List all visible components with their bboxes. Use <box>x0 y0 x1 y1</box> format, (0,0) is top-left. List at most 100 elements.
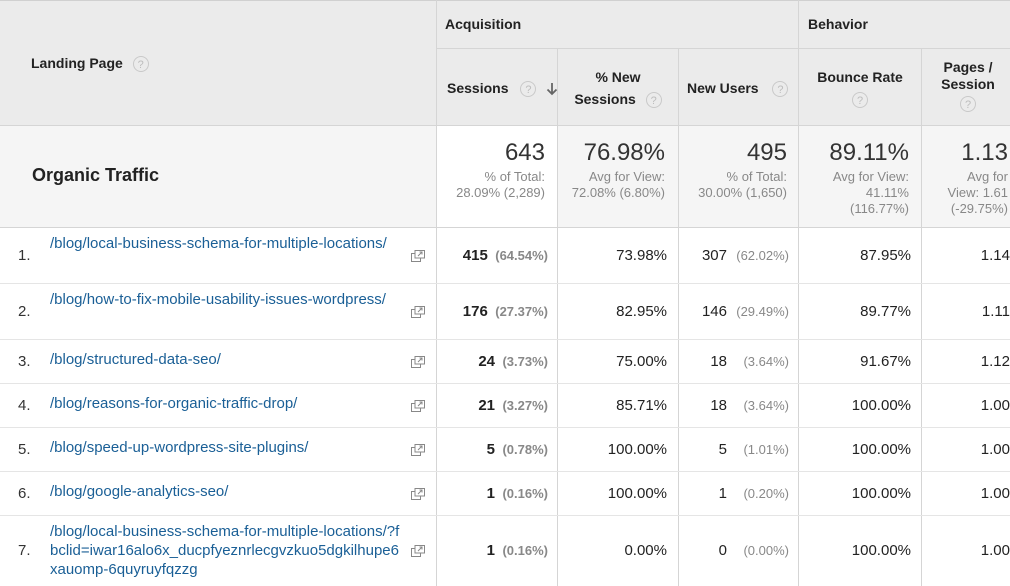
new-users-pct: (0.20%) <box>743 485 789 501</box>
pages-session-value: 1.00 <box>980 396 1010 414</box>
landing-page-header[interactable]: Landing Page ? <box>31 55 149 73</box>
sessions-pct: (0.78%) <box>502 441 548 457</box>
summary-bounce-sub: Avg for View: <box>832 169 909 184</box>
sessions-value: 5 <box>486 440 496 458</box>
sessions-pct: (3.27%) <box>502 397 548 413</box>
summary-sessions-highlight <box>437 125 557 227</box>
help-icon[interactable]: ? <box>645 92 662 109</box>
new-users-pct: (0.00%) <box>743 543 789 558</box>
row-divider <box>0 339 1010 340</box>
summary-pages-sub: View: 1.61 <box>947 185 1008 200</box>
summary-pages-value: 1.13 <box>961 139 1008 166</box>
landing-page-link[interactable]: /blog/google-analytics-seo/ <box>50 483 229 500</box>
help-icon[interactable]: ? <box>852 92 868 109</box>
sort-desc-arrow-icon[interactable] <box>546 82 558 96</box>
summary-sessions: 643 % of Total: 28.09% (2,289) <box>440 139 545 201</box>
pages-session-value: 1.14 <box>980 246 1010 264</box>
new-users-pct: (3.64%) <box>743 353 789 369</box>
new-users-pct: (3.64%) <box>743 397 789 413</box>
summary-new-users: 495 % of Total: 30.00% (1,650) <box>681 139 787 201</box>
row-divider <box>0 515 1010 516</box>
sessions-value: 176 <box>462 302 488 320</box>
pages-session-value: 1.00 <box>980 542 1010 559</box>
bounce-rate-value: 100.00% <box>851 396 911 414</box>
landing-page-link[interactable]: /blog/speed-up-wordpress-site-plugins/ <box>50 439 309 456</box>
pct-new-sessions-value: 85.71% <box>616 396 667 414</box>
open-in-new-window-icon[interactable] <box>411 399 425 412</box>
pct-new-sessions-value: 100.00% <box>607 484 667 502</box>
summary-sessions-sub: 28.09% (2,289) <box>456 185 545 200</box>
landing-page-link[interactable]: /blog/reasons-for-organic-traffic-drop/ <box>50 395 298 412</box>
sessions-cell: 415 (64.54%) <box>440 247 548 265</box>
col-divider <box>557 49 558 586</box>
sessions-cell: 1 (0.16%) <box>440 542 548 560</box>
sessions-cell: 5 (0.78%) <box>440 441 548 459</box>
summary-bounce-sub: 41.11% <box>865 185 909 200</box>
sessions-cell: 1 (0.16%) <box>440 485 548 503</box>
pages-session-header-line1: Pages / <box>943 59 993 75</box>
header-bottom-border <box>0 125 1010 126</box>
sessions-value: 1 <box>486 484 496 502</box>
pages-session-column-header[interactable]: Pages / Session ? <box>922 59 1010 113</box>
behavior-group-header: Behavior <box>808 16 868 32</box>
new-users-value: 18 <box>710 352 727 370</box>
landing-page-header-label: Landing Page <box>31 55 123 71</box>
sessions-column-header[interactable]: Sessions ? <box>447 80 558 98</box>
pct-new-sessions-value: 0.00% <box>624 542 667 559</box>
new-users-cell: 1 (0.20%) <box>681 485 789 503</box>
open-in-new-window-icon[interactable] <box>411 355 425 368</box>
landing-page-link[interactable]: /blog/local-business-schema-for-multiple… <box>50 235 387 252</box>
pages-session-value: 1.12 <box>980 352 1010 370</box>
acquisition-group-header: Acquisition <box>445 16 522 32</box>
sessions-value: 21 <box>478 396 496 414</box>
pct-new-sessions-header-line2: Sessions <box>574 91 636 107</box>
new-users-pct: (1.01%) <box>743 441 789 457</box>
landing-page-link[interactable]: /blog/how-to-fix-mobile-usability-issues… <box>50 291 386 308</box>
bounce-rate-value: 100.00% <box>851 484 911 502</box>
bounce-rate-value: 100.00% <box>851 440 911 458</box>
open-in-new-window-icon[interactable] <box>411 305 425 318</box>
pct-new-sessions-column-header[interactable]: % New Sessions ? <box>558 66 678 110</box>
landing-page-link[interactable]: /blog/structured-data-seo/ <box>50 351 221 368</box>
summary-pages-sub: (-29.75%) <box>950 201 1008 216</box>
landing-page-link[interactable]: /blog/local-business-schema-for-multiple… <box>50 523 400 578</box>
sessions-value: 415 <box>462 246 488 264</box>
help-icon[interactable]: ? <box>772 81 789 98</box>
row-rank: 1. <box>18 246 31 264</box>
new-users-value: 18 <box>710 396 727 414</box>
summary-new-users-value: 495 <box>746 139 787 166</box>
help-icon[interactable]: ? <box>960 96 976 113</box>
col-divider <box>678 49 679 586</box>
sessions-cell: 21 (3.27%) <box>440 397 548 415</box>
summary-pages: 1.13 Avg for View: 1.61 (-29.75%) <box>924 139 1008 217</box>
pages-session-value: 1.00 <box>980 484 1010 502</box>
new-users-cell: 0 (0.00%) <box>681 542 789 560</box>
pages-session-value: 1.00 <box>980 440 1010 458</box>
sessions-value: 1 <box>486 542 496 559</box>
new-users-column-header[interactable]: New Users ? <box>687 80 789 98</box>
row-rank: 3. <box>18 352 31 370</box>
row-rank: 7. <box>18 542 31 559</box>
summary-segment-label: Organic Traffic <box>32 165 160 185</box>
bounce-rate-value: 87.95% <box>860 246 911 264</box>
open-in-new-window-icon[interactable] <box>411 443 425 456</box>
open-in-new-window-icon[interactable] <box>411 249 425 262</box>
new-users-cell: 307 (62.02%) <box>681 247 789 265</box>
col-divider <box>921 49 922 586</box>
sessions-pct: (0.16%) <box>502 543 548 558</box>
row-divider <box>0 471 1010 472</box>
summary-bottom-border <box>0 227 1010 228</box>
pct-new-sessions-value: 75.00% <box>616 352 667 370</box>
new-users-value: 1 <box>718 484 727 502</box>
help-icon[interactable]: ? <box>132 56 149 73</box>
pct-new-sessions-value: 100.00% <box>607 440 667 458</box>
summary-pages-sub: Avg for <box>967 169 1008 184</box>
bounce-rate-column-header[interactable]: Bounce Rate ? <box>799 66 921 110</box>
sessions-pct: (3.73%) <box>502 353 548 369</box>
new-users-value: 307 <box>701 246 727 264</box>
open-in-new-window-icon[interactable] <box>411 544 425 557</box>
new-users-cell: 18 (3.64%) <box>681 353 789 371</box>
summary-new-users-sub: 30.00% (1,650) <box>698 185 787 200</box>
help-icon[interactable]: ? <box>520 81 537 98</box>
open-in-new-window-icon[interactable] <box>411 487 425 500</box>
